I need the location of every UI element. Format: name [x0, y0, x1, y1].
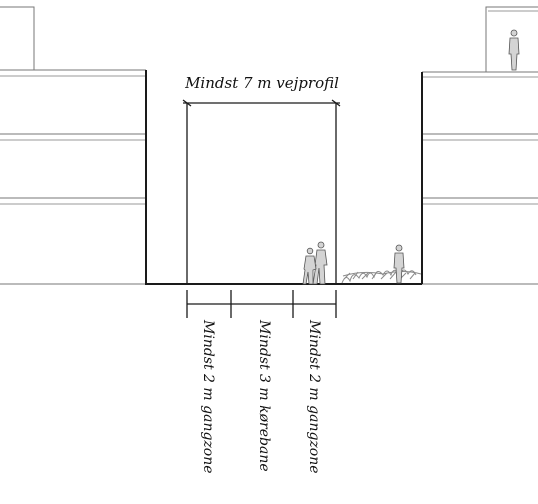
- middle-zone-label: Mindst 3 m kørebane: [256, 319, 272, 472]
- right-zone-label: Mindst 2 m gangzone: [306, 319, 322, 474]
- person-icon: [508, 29, 520, 71]
- right-building: [421, 6, 538, 284]
- width-label: Mindst 7 m vejprofil: [184, 74, 339, 92]
- width-dimension: [182, 99, 341, 284]
- shrub-icon: [341, 269, 422, 284]
- left-zone-label: Mindst 2 m gangzone: [200, 319, 216, 474]
- couple-icon: [302, 241, 328, 285]
- left-building: [0, 6, 186, 285]
- zone-dimension: [186, 290, 337, 318]
- person-icon: [393, 244, 405, 284]
